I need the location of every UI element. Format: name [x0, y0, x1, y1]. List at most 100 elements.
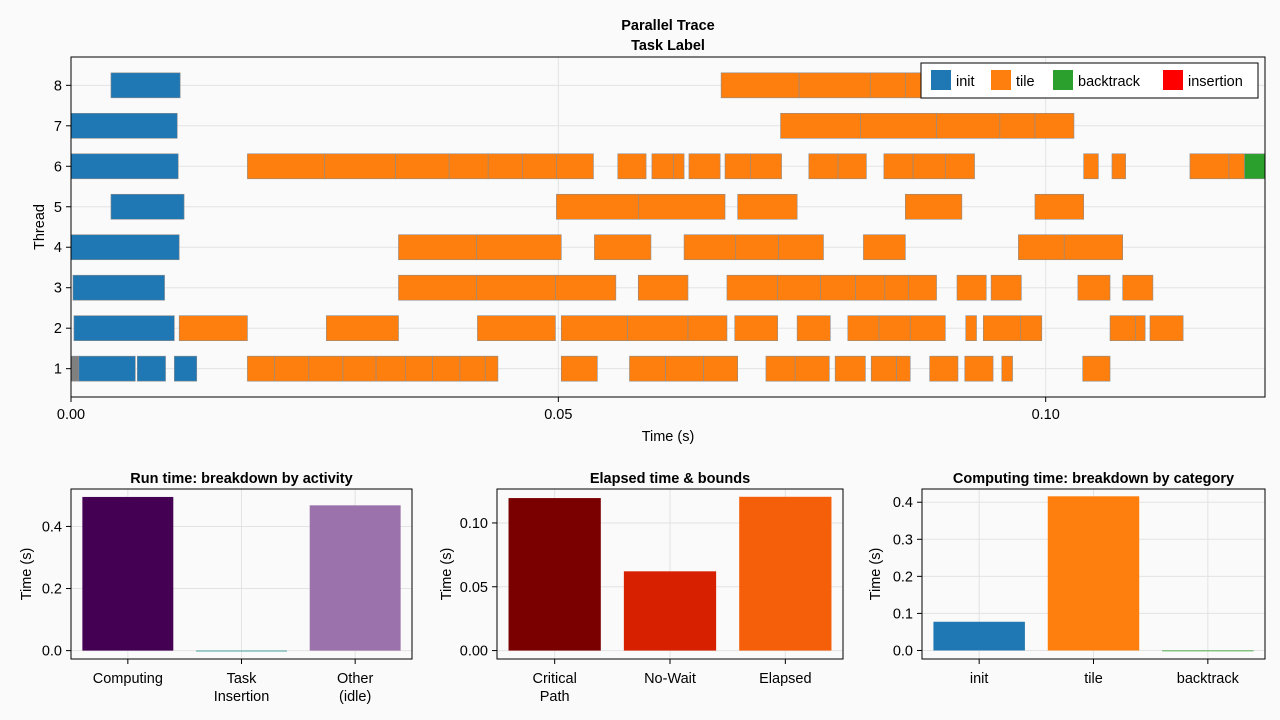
task-bar-tile	[247, 153, 325, 180]
bar-panel-title: Elapsed time & bounds	[590, 471, 750, 487]
bar-panel-2: 0.00 0.05 0.10 Critical Path No-Wait Elapsed El…	[439, 471, 844, 705]
bar-y-tick-label: 0.0	[893, 643, 913, 659]
task-bar-tile	[1083, 153, 1099, 180]
task-bar-tile	[398, 274, 477, 301]
trace-y-tick-label: 6	[54, 159, 62, 175]
bar-x-tick-label: No-Wait	[644, 671, 696, 687]
task-bar-tile	[808, 153, 839, 180]
task-bar-tile	[477, 315, 556, 341]
task-bar-tile	[459, 355, 486, 382]
bar-y-tick-label: 0.4	[893, 495, 913, 511]
task-bar-tile	[798, 72, 871, 99]
task-bar-tile	[484, 355, 499, 382]
bar-y-axis-label: Time (s)	[868, 548, 884, 601]
task-bar-tile	[990, 274, 1022, 301]
task-bar-tile	[560, 355, 598, 382]
task-bar-tile	[178, 315, 248, 341]
task-bar-tile	[883, 153, 914, 180]
task-bar-tile	[627, 315, 689, 341]
bar-x-tick-label: Computing	[93, 671, 163, 687]
bar-x-tick-label: backtrack	[1177, 671, 1240, 687]
bar-y-axis-label: Time (s)	[439, 548, 455, 601]
trace-y-tick-label: 1	[54, 362, 62, 378]
trace-y-axis-label: Thread	[32, 204, 48, 250]
task-bar-tile	[637, 274, 689, 301]
task-bar-tile	[794, 355, 830, 382]
task-bar-init	[70, 234, 180, 261]
task-bar-init	[72, 274, 165, 301]
task-bar-tile	[837, 153, 867, 180]
task-bar-tile	[1018, 234, 1065, 261]
bar-y-tick-label: 0.2	[42, 582, 62, 598]
bar-x-tick-label: Other	[337, 671, 373, 687]
bar	[933, 621, 1025, 651]
task-bar-tile	[308, 355, 344, 382]
task-bar-tile	[405, 355, 433, 382]
task-bar-tile	[734, 315, 778, 341]
task-bar-tile	[673, 153, 685, 180]
task-bar-tile	[555, 274, 617, 301]
task-bar-tile	[487, 153, 523, 180]
task-bar-tile	[521, 153, 557, 180]
task-bar-tile	[432, 355, 461, 382]
task-bar-tile	[395, 153, 450, 180]
bar-y-tick-label: 0.0	[42, 644, 62, 660]
task-bar-init	[174, 355, 198, 382]
task-bar-tile	[556, 193, 639, 220]
task-bar-tile	[617, 153, 647, 180]
trace-x-axis-label: Time (s)	[642, 429, 695, 445]
bar-y-tick-label: 0.3	[893, 532, 913, 548]
task-bar-tile	[909, 315, 946, 341]
task-bar-tile	[936, 113, 1001, 139]
legend-swatch-init	[931, 70, 951, 90]
trace-tasks	[70, 72, 1266, 382]
task-bar-tile	[247, 355, 276, 382]
task-bar-tile	[1109, 315, 1136, 341]
task-bar-tile	[780, 113, 861, 139]
task-bar-tile	[720, 72, 800, 99]
task-bar-tile	[274, 355, 310, 382]
task-bar-tile	[983, 315, 1021, 341]
bar	[623, 571, 717, 651]
bar-y-tick-label: 0.10	[460, 516, 488, 532]
task-bar-tile	[999, 113, 1036, 139]
task-bar-init	[78, 355, 136, 382]
bar-x-tick-label: (idle)	[339, 689, 371, 705]
task-bar-tile	[665, 355, 704, 382]
task-bar-tile	[964, 355, 994, 382]
task-bar-tile	[1034, 193, 1085, 220]
bar-panel-title: Run time: breakdown by activity	[130, 471, 352, 487]
bar-x-tick-label: Task	[227, 671, 258, 687]
bar-x-tick-label: Insertion	[214, 689, 270, 705]
task-bar-tile	[1034, 113, 1075, 139]
legend-swatch-insertion	[1163, 70, 1183, 90]
task-bar-tile	[765, 355, 796, 382]
task-bar-tile	[476, 234, 562, 261]
trace-y-tick-label: 3	[54, 281, 62, 297]
task-bar-tile	[778, 234, 824, 261]
task-bar-tile	[965, 315, 977, 341]
task-bar-init	[110, 193, 185, 220]
bar-panel-3: 0.0 0.1 0.2 0.3 0.4 init tile backtrack Computin…	[868, 471, 1266, 687]
bar-x-tick-label: Elapsed	[759, 671, 811, 687]
legend-swatch-tile	[991, 70, 1011, 90]
trace-x-tick-label: 0.00	[57, 407, 85, 423]
trace-gridlines	[70, 57, 1265, 397]
trace-y-tick-label: 4	[54, 240, 62, 256]
bar-x-tick-label: Path	[540, 689, 570, 705]
trace-x-tick-label: 0.05	[544, 407, 572, 423]
task-bar-init	[110, 72, 181, 99]
bar-y-tick-label: 0.1	[893, 606, 913, 622]
trace-y-tick-label: 2	[54, 321, 62, 337]
bar-x-tick-label: tile	[1084, 671, 1103, 687]
legend-label-backtrack: backtrack	[1078, 74, 1141, 90]
task-bar-tile	[884, 274, 909, 301]
task-bar-tile	[1135, 315, 1146, 341]
task-bar-tile	[726, 274, 778, 301]
task-bar-tile	[637, 193, 726, 220]
task-bar-backtrack	[1244, 153, 1266, 180]
task-bar-tile	[398, 234, 477, 261]
task-bar-init	[70, 113, 178, 139]
task-bar-tile	[912, 153, 946, 180]
task-bar-tile	[687, 315, 728, 341]
